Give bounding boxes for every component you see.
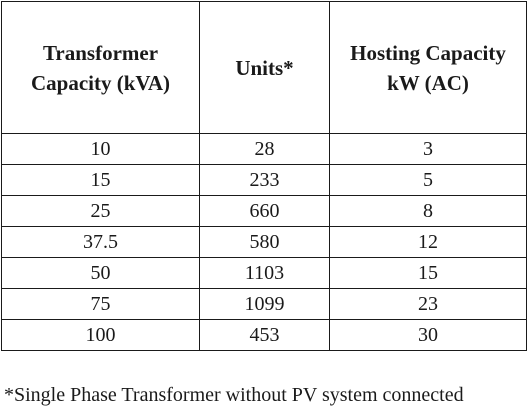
cell-hosting-capacity: 12 [329,226,527,258]
header-transformer-capacity: Transformer Capacity (kVA) [1,1,200,134]
header-hosting-capacity-line2: kW (AC) [387,70,469,95]
cell-transformer-capacity: 25 [1,195,200,227]
cell-transformer-capacity: 15 [1,164,200,196]
table-row: 100 453 30 [1,319,527,351]
header-hosting-capacity-line1: Hosting Capacity [350,40,506,65]
table-row: 75 1099 23 [1,288,527,320]
table-row: 50 1103 15 [1,257,527,289]
table-row: 10 28 3 [1,133,527,165]
cell-hosting-capacity: 23 [329,288,527,320]
cell-hosting-capacity: 30 [329,319,527,351]
cell-transformer-capacity: 37.5 [1,226,200,258]
cell-transformer-capacity: 100 [1,319,200,351]
cell-transformer-capacity: 50 [1,257,200,289]
header-transformer-capacity-line1: Transformer [42,40,159,65]
cell-units: 1099 [199,288,330,320]
cell-hosting-capacity: 3 [329,133,527,165]
cell-units: 233 [199,164,330,196]
header-row: Transformer Capacity (kVA) Units* Hostin… [1,1,527,134]
cell-units: 580 [199,226,330,258]
cell-units: 28 [199,133,330,165]
cell-hosting-capacity: 15 [329,257,527,289]
header-hosting-capacity: Hosting Capacity kW (AC) [329,1,527,134]
transformer-capacity-table: Transformer Capacity (kVA) Units* Hostin… [1,1,527,351]
table-footnote: *Single Phase Transformer without PV sys… [4,384,464,406]
cell-units: 1103 [199,257,330,289]
cell-transformer-capacity: 75 [1,288,200,320]
cell-hosting-capacity: 8 [329,195,527,227]
cell-hosting-capacity: 5 [329,164,527,196]
header-units: Units* [199,1,330,134]
cell-units: 660 [199,195,330,227]
header-transformer-capacity-line2: Capacity (kVA) [30,70,171,95]
cell-transformer-capacity: 10 [1,133,200,165]
table-row: 15 233 5 [1,164,527,196]
cell-units: 453 [199,319,330,351]
table-row: 37.5 580 12 [1,226,527,258]
table-row: 25 660 8 [1,195,527,227]
header-units-label: Units* [235,55,294,80]
